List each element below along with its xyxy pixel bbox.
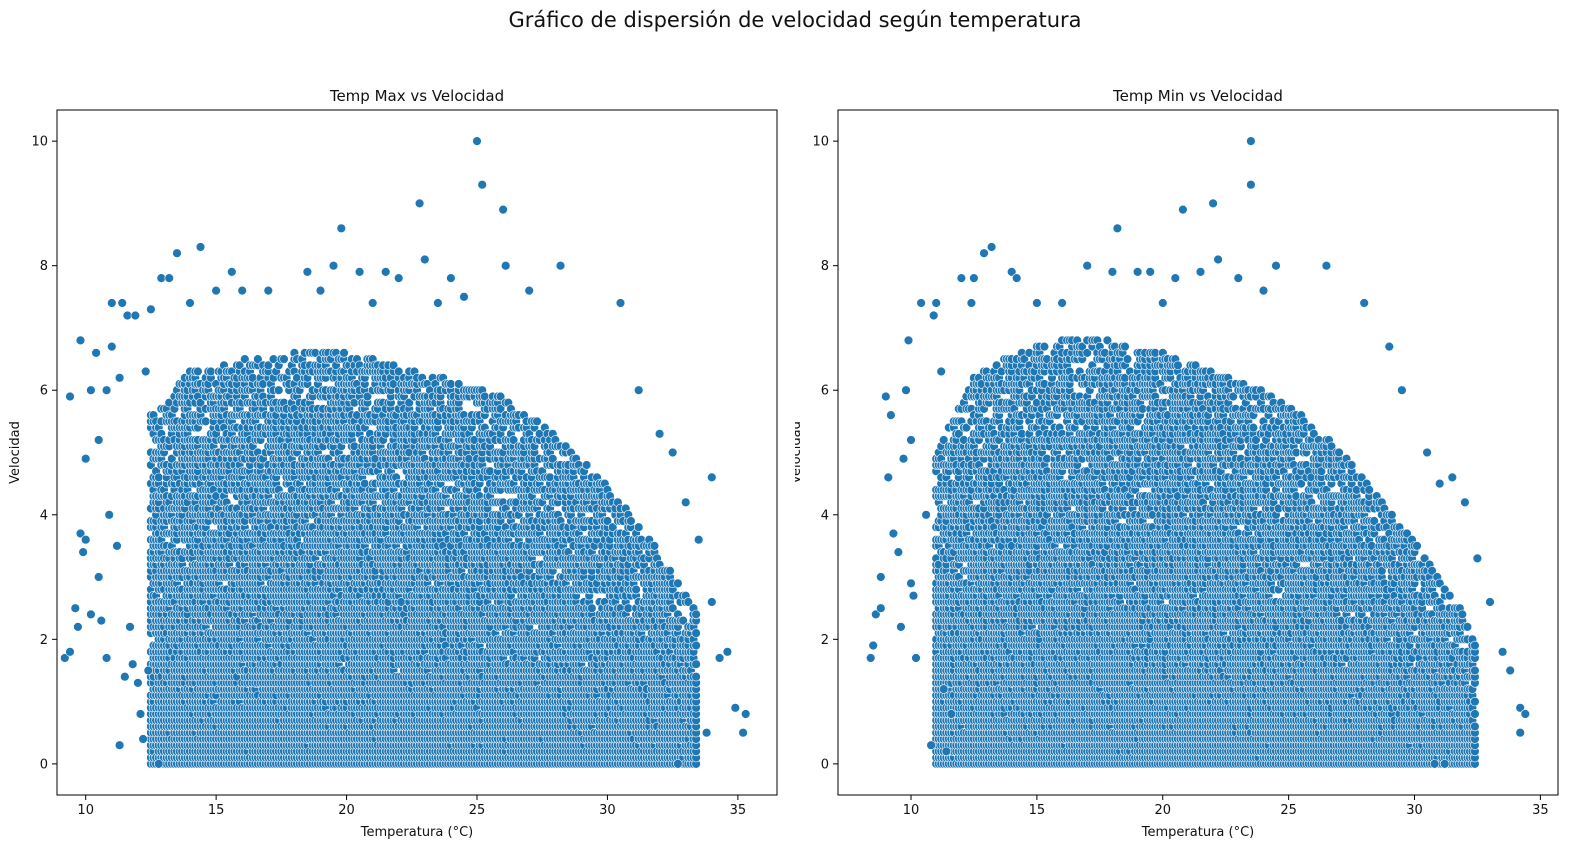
tmax-points [60,136,751,769]
tmax-dense-point [274,385,284,395]
tmax-dense-point [206,366,216,377]
tmax-dense-point [167,454,177,464]
tmax-dense-point [339,348,349,358]
tmax-dense-point [193,366,203,377]
figure-suptitle: Gráfico de dispersión de velocidad según… [508,8,1082,32]
tmax-dense-point [279,354,289,364]
tmax-dense-point [154,472,164,483]
tmax-chart-title: Temp Max vs Velocidad [329,87,504,105]
tmax-dense-point [201,416,211,427]
